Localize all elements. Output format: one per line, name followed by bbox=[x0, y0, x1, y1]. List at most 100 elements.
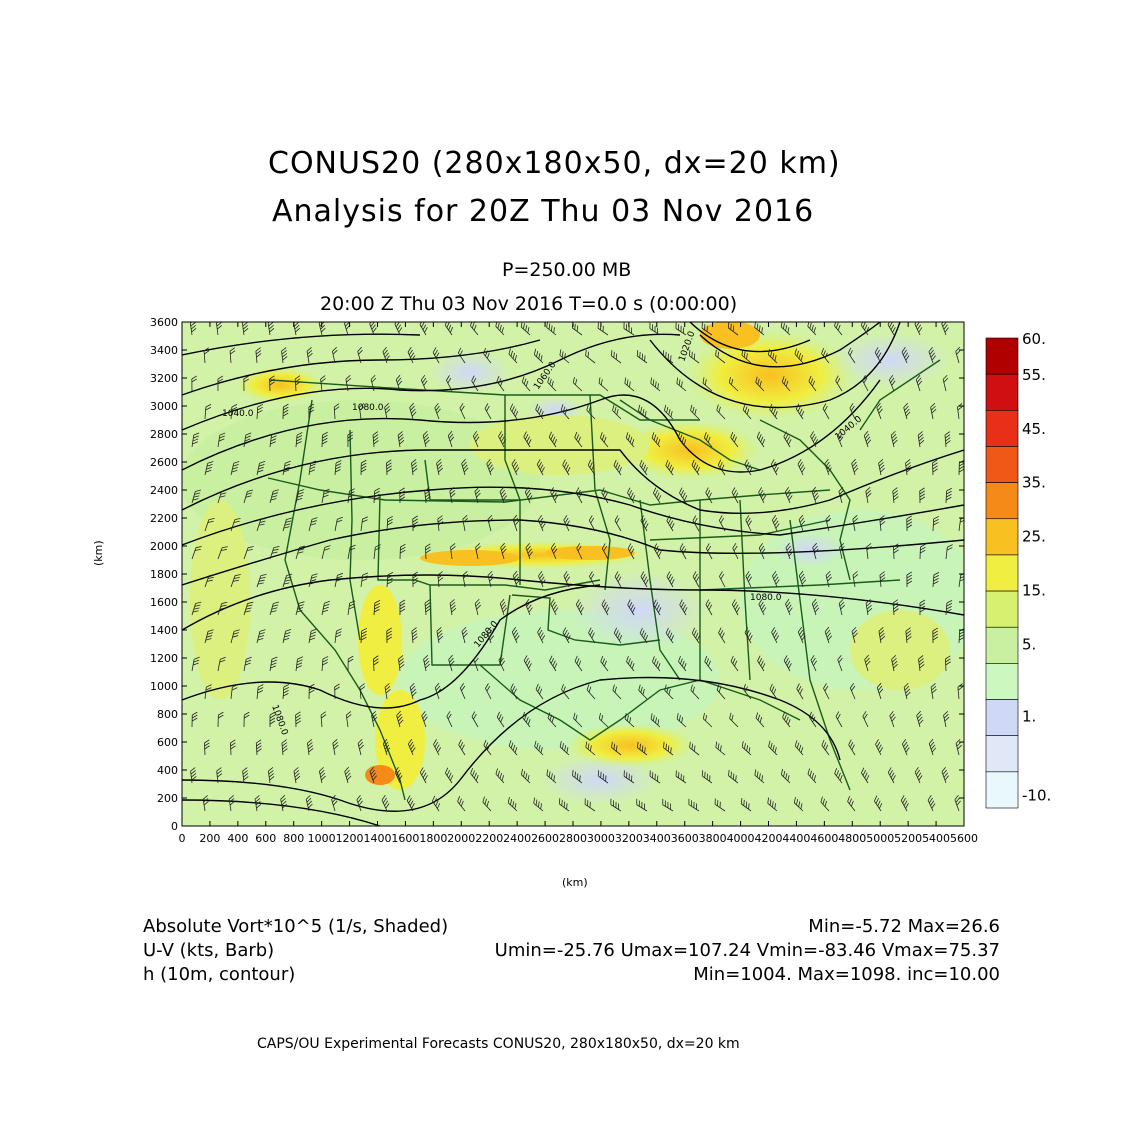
wind-barb bbox=[487, 514, 494, 532]
wind-barb bbox=[624, 713, 635, 728]
x-tick-label: 3000 bbox=[587, 832, 615, 845]
wind-barb bbox=[334, 628, 342, 644]
wind-barb bbox=[267, 767, 275, 784]
wind-barb bbox=[821, 347, 830, 364]
wind-barb bbox=[811, 598, 820, 616]
wind-barb bbox=[887, 767, 896, 784]
wind-barb bbox=[498, 431, 507, 448]
wind-barb bbox=[875, 739, 884, 756]
wind-barb bbox=[874, 795, 883, 812]
wind-barb bbox=[677, 432, 687, 448]
wind-barb bbox=[256, 403, 264, 420]
wind-barb bbox=[190, 767, 197, 784]
wind-barb bbox=[359, 403, 365, 420]
wind-barb bbox=[741, 349, 752, 364]
x-tick-label: 2400 bbox=[503, 832, 531, 845]
wind-barb bbox=[471, 711, 479, 728]
wind-barb bbox=[808, 375, 817, 392]
wind-barb bbox=[676, 713, 687, 728]
wind-barb bbox=[918, 655, 925, 672]
wind-barb bbox=[344, 322, 351, 336]
wind-barb bbox=[834, 322, 843, 336]
wind-barb bbox=[627, 599, 636, 616]
wind-barb bbox=[308, 683, 315, 700]
wind-barb bbox=[347, 544, 356, 560]
wind-barb bbox=[731, 487, 739, 504]
wind-barb bbox=[412, 515, 419, 532]
wind-barb bbox=[202, 795, 209, 812]
wind-barb bbox=[914, 322, 923, 336]
wind-barb bbox=[714, 798, 726, 812]
colorbar-swatch bbox=[985, 590, 1019, 628]
wind-barb bbox=[256, 461, 266, 476]
wind-barb bbox=[204, 684, 212, 700]
colorbar-swatch bbox=[985, 771, 1019, 809]
wind-barb bbox=[562, 459, 571, 476]
vorticity-shading bbox=[182, 322, 964, 826]
wind-barb bbox=[523, 431, 532, 448]
wind-barb bbox=[548, 431, 558, 448]
wind-barb bbox=[217, 711, 224, 728]
wind-barb bbox=[834, 767, 843, 784]
y-tick-label: 3000 bbox=[150, 400, 178, 413]
wind-barb bbox=[679, 599, 688, 616]
wind-barb bbox=[573, 712, 583, 728]
wind-barb bbox=[610, 350, 622, 364]
wind-barb bbox=[676, 377, 687, 392]
wind-barb bbox=[243, 546, 254, 560]
wind-barb bbox=[384, 683, 391, 700]
y-tick-label: 2800 bbox=[150, 428, 178, 441]
wind-barb bbox=[321, 488, 330, 504]
wind-barb bbox=[640, 571, 649, 588]
wind-barb bbox=[381, 795, 390, 812]
wind-barb bbox=[651, 432, 661, 448]
wind-barb bbox=[256, 517, 267, 532]
wind-barb bbox=[282, 629, 292, 644]
wind-barb bbox=[395, 374, 403, 392]
colorbar-label: 55. bbox=[1022, 366, 1046, 384]
wind-barb bbox=[511, 459, 520, 476]
wind-barb bbox=[406, 795, 415, 812]
wind-barb bbox=[191, 375, 198, 392]
wind-barb bbox=[475, 543, 481, 560]
wind-barb bbox=[483, 347, 492, 364]
wind-barb bbox=[852, 515, 859, 532]
legend-height-range: Min=1004. Max=1098. inc=10.00 bbox=[693, 964, 1000, 985]
wind-barb bbox=[574, 655, 583, 672]
wind-barb bbox=[269, 375, 275, 392]
wind-barb bbox=[754, 322, 765, 336]
wind-barb bbox=[243, 432, 252, 448]
x-tick-label: 2200 bbox=[475, 832, 503, 845]
wind-barb bbox=[575, 487, 583, 504]
wind-barb bbox=[811, 486, 820, 504]
wind-barb bbox=[649, 322, 661, 336]
wind-barb bbox=[584, 798, 596, 812]
colorbar-label: 1. bbox=[1022, 707, 1036, 725]
wind-barb bbox=[269, 545, 280, 560]
wind-barb bbox=[701, 770, 713, 784]
wind-barb bbox=[797, 627, 806, 644]
wind-barb bbox=[612, 404, 622, 420]
wind-barb bbox=[386, 515, 393, 532]
wind-barb bbox=[903, 682, 911, 700]
height-contours bbox=[182, 322, 964, 826]
wind-barb bbox=[500, 542, 507, 560]
wind-barb bbox=[217, 656, 226, 672]
wind-barb bbox=[357, 346, 363, 364]
wind-barb bbox=[243, 656, 252, 672]
wind-barb bbox=[399, 599, 406, 616]
wind-barb bbox=[533, 348, 544, 364]
wind-barb bbox=[496, 711, 505, 728]
wind-barb bbox=[432, 795, 441, 812]
wind-barb bbox=[407, 347, 416, 364]
x-tick-label: 1400 bbox=[364, 832, 392, 845]
x-tick-label: 2000 bbox=[447, 832, 475, 845]
wind-barb bbox=[745, 571, 753, 588]
wind-barb bbox=[780, 768, 791, 784]
wind-barb bbox=[321, 656, 329, 672]
wind-barb bbox=[217, 432, 226, 448]
wind-barb bbox=[784, 487, 793, 504]
wind-barb bbox=[254, 795, 262, 812]
wind-barb bbox=[331, 794, 338, 812]
wind-barb bbox=[256, 684, 264, 700]
